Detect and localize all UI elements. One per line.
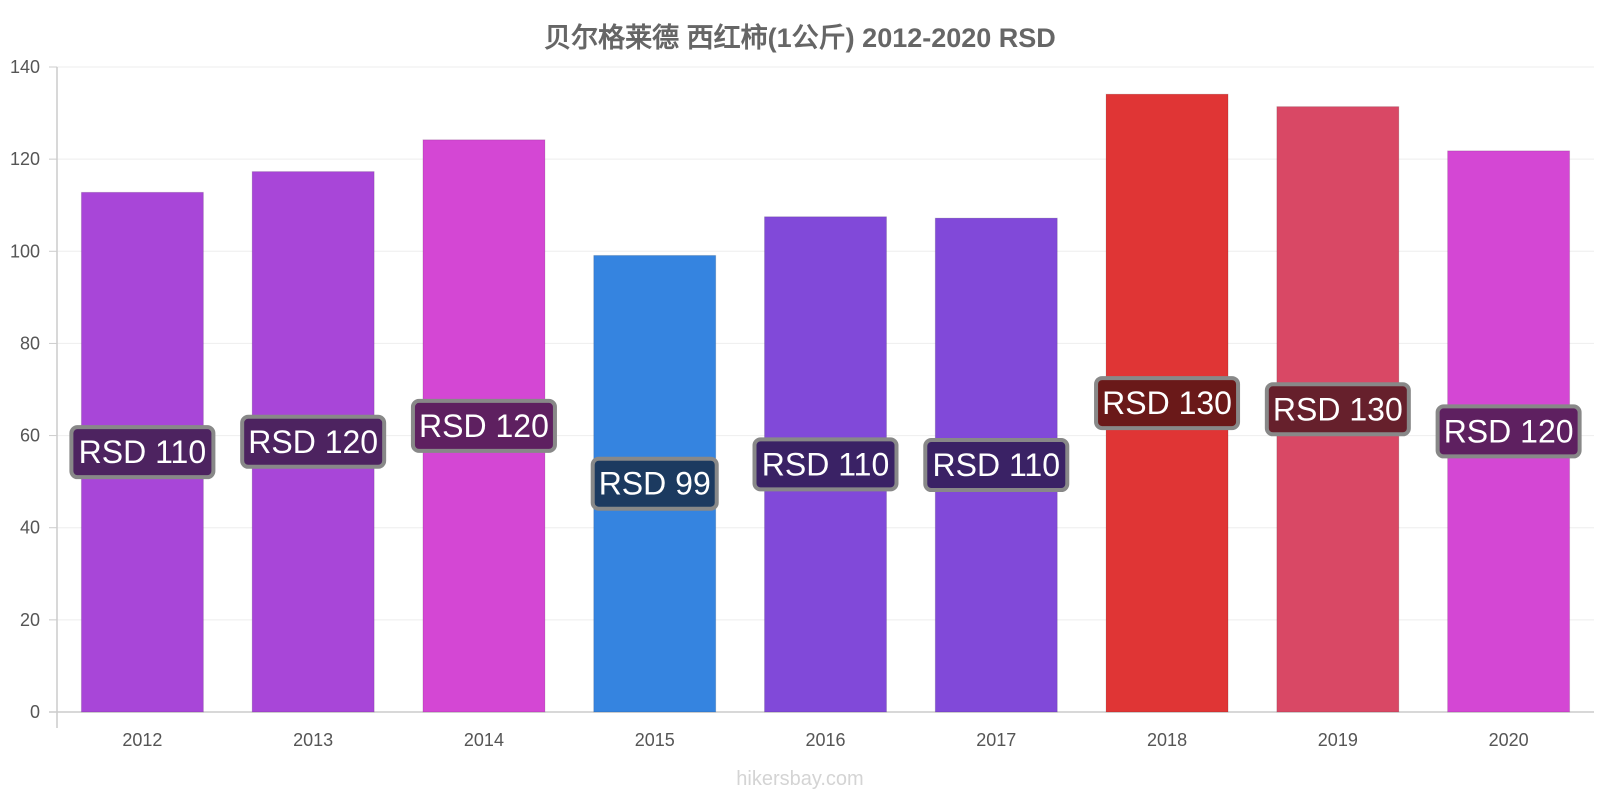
x-tick-label: 2012	[122, 730, 162, 750]
y-tick-label: 120	[10, 149, 40, 169]
data-label: RSD 130	[1264, 382, 1411, 437]
data-label: RSD 120	[1435, 404, 1582, 459]
x-tick-label: 2020	[1489, 730, 1529, 750]
y-tick-labels: 0 20 40 60 80 100 120 140	[10, 57, 40, 722]
data-label-box	[1264, 382, 1411, 437]
data-label-box	[410, 398, 557, 453]
chart-title: 贝尔格莱德 西红柿(1公斤) 2012-2020 RSD	[544, 23, 1056, 53]
data-label-box	[1435, 404, 1582, 459]
data-label-box	[590, 456, 719, 511]
data-label-box	[69, 425, 216, 480]
x-tick-label: 2017	[976, 730, 1016, 750]
data-labels: RSD 110 RSD 120 RSD 120 RSD 99 RSD 110 RSD 11…	[69, 376, 1582, 511]
y-tick-label: 0	[30, 702, 40, 722]
y-tick-label: 60	[20, 426, 40, 446]
data-label: RSD 130	[1094, 376, 1241, 431]
data-label-box	[240, 414, 387, 469]
watermark: hikersbay.com	[736, 768, 864, 790]
data-label-text: RSD 110	[762, 446, 889, 482]
data-label: RSD 110	[69, 425, 216, 480]
data-label: RSD 120	[410, 398, 557, 453]
x-tick-label: 2019	[1318, 730, 1358, 750]
data-label: RSD 110	[752, 437, 899, 492]
data-label-text: RSD 110	[79, 434, 206, 470]
x-tick-label: 2016	[805, 730, 845, 750]
data-label-text: RSD 120	[419, 408, 549, 444]
data-label-text: RSD 130	[1273, 391, 1403, 427]
y-tick-label: 80	[20, 333, 40, 353]
data-label: RSD 99	[590, 456, 719, 511]
data-label-text: RSD 130	[1102, 385, 1232, 421]
data-label-box	[923, 438, 1070, 493]
y-tick-label: 140	[10, 57, 40, 77]
x-tick-label: 2013	[293, 730, 333, 750]
x-tick-label: 2015	[635, 730, 675, 750]
data-label-text: RSD 110	[933, 447, 1060, 483]
x-tick-labels: 2012 2013 2014 2015 2016 2017 2018 2019 2020	[122, 730, 1528, 750]
data-label-box	[1094, 376, 1241, 431]
y-tick-label: 20	[20, 610, 40, 630]
data-label-text: RSD 120	[1444, 413, 1574, 449]
y-tick-label: 40	[20, 518, 40, 538]
data-label-text: RSD 99	[599, 466, 711, 502]
data-label: RSD 120	[240, 414, 387, 469]
data-label: RSD 110	[923, 438, 1070, 493]
data-label-box	[752, 437, 899, 492]
x-tick-label: 2018	[1147, 730, 1187, 750]
y-tick-label: 100	[10, 241, 40, 261]
x-tick-label: 2014	[464, 730, 504, 750]
data-label-text: RSD 120	[248, 424, 378, 460]
